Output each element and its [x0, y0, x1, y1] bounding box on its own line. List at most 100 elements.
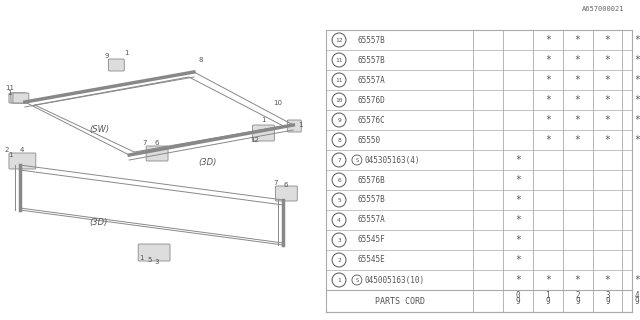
Text: *: *: [634, 35, 640, 45]
Text: *: *: [545, 275, 551, 285]
Text: 11: 11: [335, 77, 343, 83]
Circle shape: [332, 213, 346, 227]
Text: 9: 9: [575, 297, 580, 306]
Text: 11: 11: [5, 85, 14, 91]
FancyBboxPatch shape: [253, 125, 275, 141]
Circle shape: [332, 73, 346, 87]
Text: (3D): (3D): [90, 218, 108, 227]
Text: (SW): (SW): [90, 125, 109, 134]
FancyBboxPatch shape: [287, 120, 301, 132]
Text: (3D): (3D): [199, 158, 217, 167]
Text: 65545F: 65545F: [358, 236, 386, 244]
Text: 2: 2: [5, 147, 10, 153]
Text: 65576C: 65576C: [358, 116, 386, 124]
Text: *: *: [634, 275, 640, 285]
Text: 1: 1: [7, 90, 12, 96]
Text: 65557B: 65557B: [358, 55, 386, 65]
Text: 3: 3: [605, 291, 610, 300]
Text: 6: 6: [337, 178, 341, 182]
Text: 1: 1: [545, 291, 550, 300]
Circle shape: [332, 93, 346, 107]
Text: 045305163(4): 045305163(4): [365, 156, 420, 164]
Text: *: *: [605, 75, 611, 85]
Text: 12: 12: [335, 37, 343, 43]
Text: *: *: [515, 255, 521, 265]
Text: *: *: [545, 35, 551, 45]
Text: 10: 10: [273, 100, 282, 106]
FancyBboxPatch shape: [138, 244, 170, 261]
Text: 1: 1: [298, 122, 303, 128]
Text: 11: 11: [335, 58, 343, 62]
Text: 9: 9: [337, 117, 341, 123]
FancyBboxPatch shape: [9, 153, 36, 169]
Text: *: *: [575, 135, 580, 145]
Circle shape: [332, 113, 346, 127]
Text: 2: 2: [337, 258, 341, 262]
Text: *: *: [515, 235, 521, 245]
Text: 5: 5: [337, 197, 341, 203]
Text: 10: 10: [335, 98, 343, 102]
Text: 7: 7: [142, 140, 147, 146]
Text: 5: 5: [147, 257, 152, 263]
FancyBboxPatch shape: [9, 93, 25, 103]
Text: 1: 1: [337, 277, 341, 283]
Text: 7: 7: [273, 180, 278, 186]
Text: 65576B: 65576B: [358, 175, 386, 185]
Text: 6: 6: [284, 182, 288, 188]
Text: 0: 0: [516, 291, 520, 300]
Text: 1: 1: [8, 152, 12, 158]
Text: 65557A: 65557A: [358, 215, 386, 225]
Text: 4: 4: [635, 291, 639, 300]
Text: *: *: [605, 55, 611, 65]
Text: *: *: [605, 115, 611, 125]
Text: 65557B: 65557B: [358, 196, 386, 204]
FancyBboxPatch shape: [11, 93, 27, 103]
Text: 4: 4: [20, 147, 24, 153]
Circle shape: [332, 253, 346, 267]
Text: PARTS CORD: PARTS CORD: [374, 297, 425, 306]
Text: 9: 9: [104, 53, 109, 59]
Text: 12: 12: [250, 137, 259, 143]
Circle shape: [332, 273, 346, 287]
Text: *: *: [634, 55, 640, 65]
Text: 1: 1: [139, 255, 144, 261]
Text: 65557B: 65557B: [358, 36, 386, 44]
Text: 65550: 65550: [358, 135, 381, 145]
Text: *: *: [575, 35, 580, 45]
Text: *: *: [634, 135, 640, 145]
Text: *: *: [575, 95, 580, 105]
Circle shape: [332, 193, 346, 207]
Text: 4: 4: [337, 218, 341, 222]
Text: 7: 7: [337, 157, 341, 163]
Text: 3: 3: [337, 237, 341, 243]
Text: 65545E: 65545E: [358, 255, 386, 265]
Text: 1: 1: [262, 117, 266, 123]
Text: 3: 3: [154, 259, 159, 265]
Text: *: *: [634, 95, 640, 105]
Text: 9: 9: [516, 297, 520, 306]
Text: *: *: [605, 95, 611, 105]
Circle shape: [332, 53, 346, 67]
Text: 8: 8: [337, 138, 341, 142]
Text: *: *: [545, 135, 551, 145]
Circle shape: [332, 133, 346, 147]
FancyBboxPatch shape: [13, 93, 29, 103]
Text: S: S: [355, 157, 358, 163]
Text: *: *: [545, 115, 551, 125]
Text: 9: 9: [605, 297, 610, 306]
Text: 9: 9: [635, 297, 639, 306]
Text: *: *: [634, 115, 640, 125]
Text: 65557A: 65557A: [358, 76, 386, 84]
Text: *: *: [575, 275, 580, 285]
Text: 8: 8: [199, 57, 204, 63]
Circle shape: [352, 155, 362, 165]
Text: *: *: [575, 115, 580, 125]
Text: *: *: [634, 75, 640, 85]
Text: *: *: [515, 155, 521, 165]
FancyBboxPatch shape: [275, 186, 297, 201]
Text: A657000021: A657000021: [582, 6, 625, 12]
Text: *: *: [605, 135, 611, 145]
Text: *: *: [575, 75, 580, 85]
Text: *: *: [575, 55, 580, 65]
Circle shape: [352, 275, 362, 285]
